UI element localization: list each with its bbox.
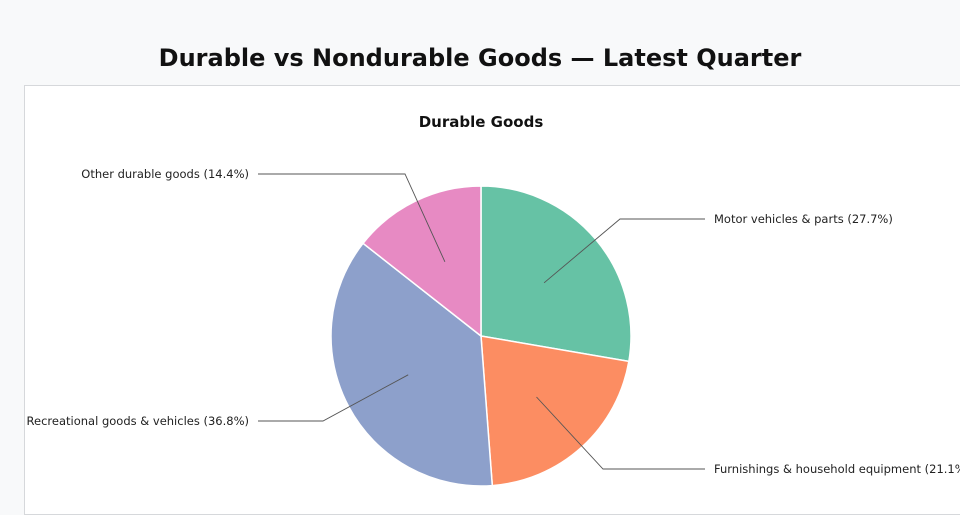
label-other-durable: Other durable goods (14.4%) <box>81 167 249 181</box>
chart-panel: Durable Goods Motor vehicles & parts (27… <box>24 85 960 515</box>
leader-lines <box>258 173 705 470</box>
slice-motor-vehicles <box>480 185 632 363</box>
pie-slices <box>330 185 632 487</box>
slice-labels: Motor vehicles & parts (27.7%) Furnishing… <box>27 167 960 476</box>
slice-furnishings <box>480 335 630 487</box>
pie-chart: Durable Goods Motor vehicles & parts (27… <box>27 113 960 487</box>
page-title: Durable vs Nondurable Goods — Latest Qua… <box>158 44 802 72</box>
label-recreational: Recreational goods & vehicles (36.8%) <box>27 414 249 428</box>
slice-other-durable <box>362 185 482 338</box>
label-furnishings: Furnishings & household equipment (21.1%… <box>714 462 960 476</box>
leader-line <box>258 374 409 422</box>
leader-line <box>543 218 705 284</box>
chart-title: Durable Goods <box>419 113 544 131</box>
leader-line <box>258 173 446 262</box>
label-motor-vehicles: Motor vehicles & parts (27.7%) <box>714 212 893 226</box>
leader-line <box>536 396 705 470</box>
